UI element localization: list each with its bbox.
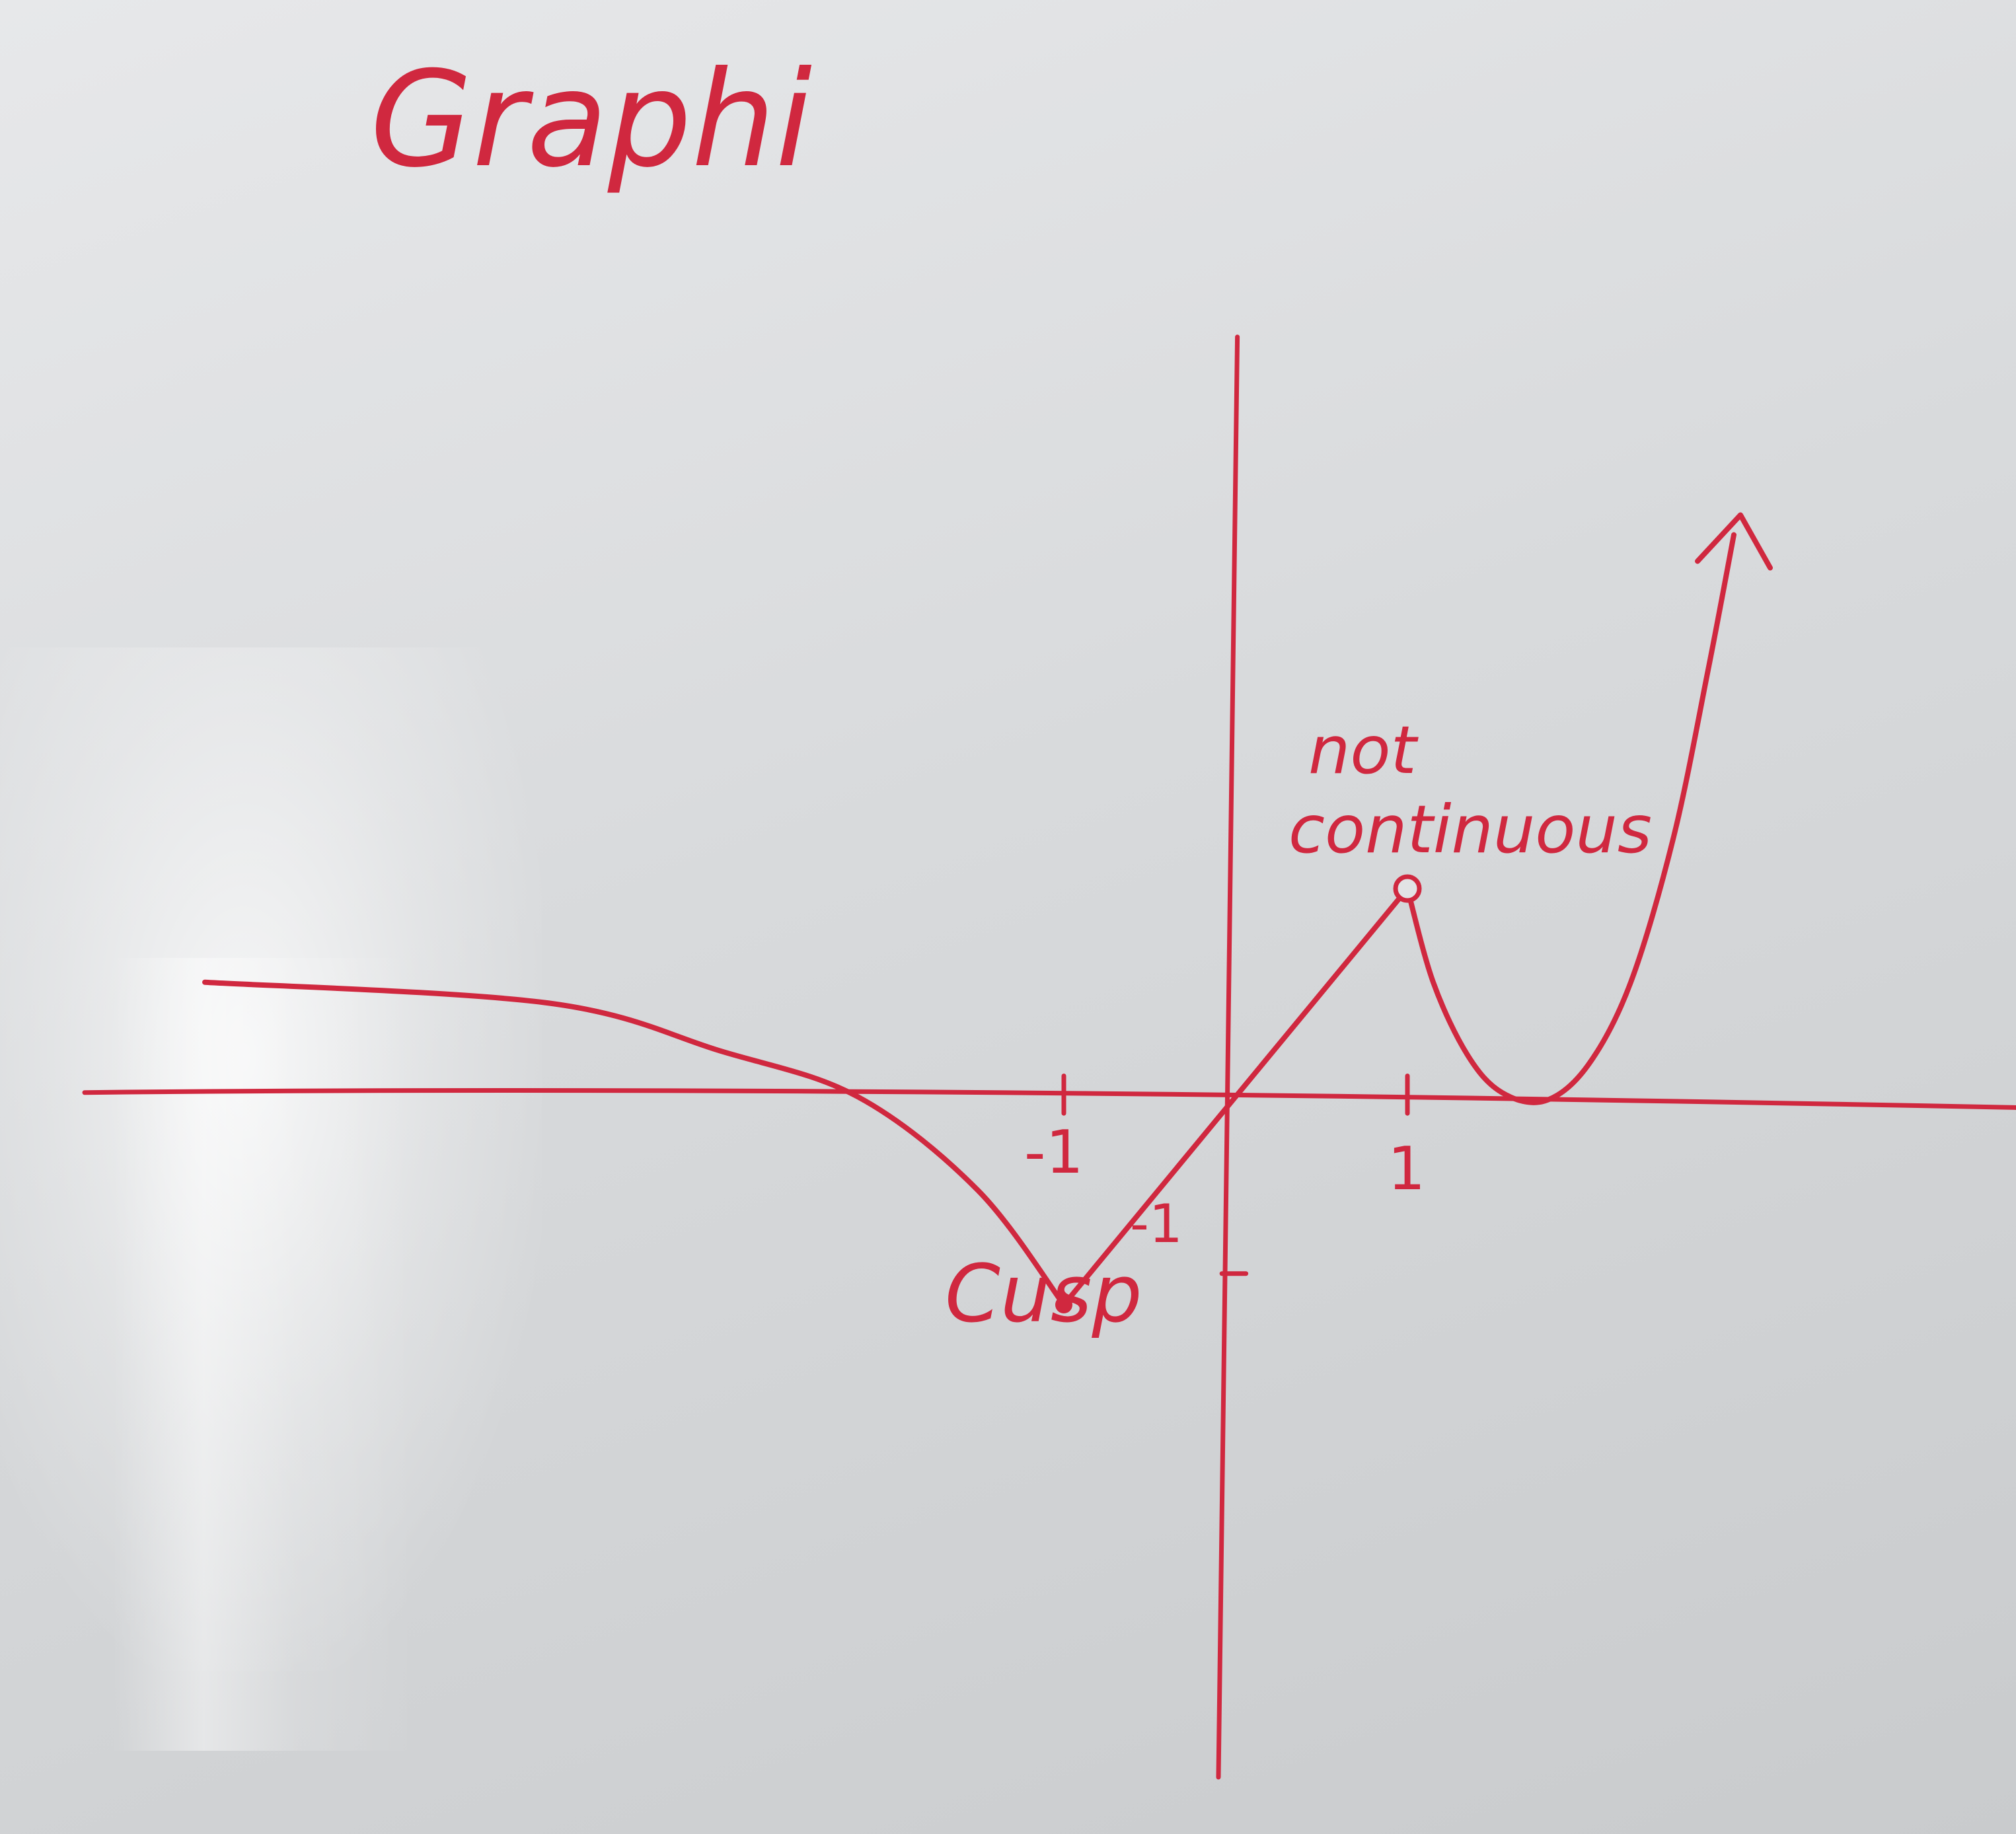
annotation-cusp: Cusp — [945, 1249, 1142, 1340]
y-tick-label-neg1: -1 — [1130, 1193, 1183, 1255]
annotation-not-continuous-line-2: continuous — [1288, 791, 1652, 868]
y-axis — [1216, 334, 1240, 1780]
series-line-0 — [202, 979, 1066, 1307]
series-line-1 — [1061, 886, 1410, 1307]
x-tick-label-neg1: -1 — [1024, 1118, 1084, 1187]
axes — [82, 334, 2016, 1780]
series-line-2 — [1405, 532, 1736, 1105]
x-tick-label-1: 1 — [1388, 1134, 1425, 1204]
chart-title: Graphi — [370, 43, 812, 197]
x-axis — [82, 1088, 2016, 1110]
marks — [1055, 512, 1773, 1313]
arrowhead — [1695, 512, 1773, 571]
cusp-point — [1055, 1296, 1072, 1313]
open-point — [1393, 874, 1422, 903]
curves — [202, 532, 1736, 1307]
labels: Graphi Cusp not continuous -1 1 -1 — [370, 43, 1652, 1340]
annotation-not-continuous: not — [1308, 712, 1419, 789]
